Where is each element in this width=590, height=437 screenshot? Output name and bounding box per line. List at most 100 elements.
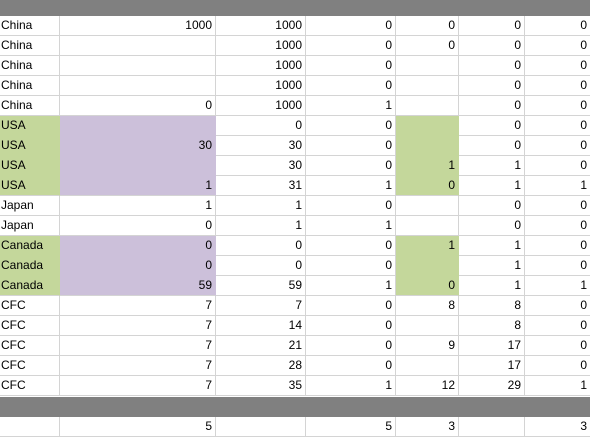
value-cell[interactable]: 12 <box>396 376 459 396</box>
value-cell[interactable]: 8 <box>459 316 525 336</box>
value-cell[interactable]: 0 <box>459 76 525 96</box>
value-cell[interactable]: 1 <box>459 256 525 276</box>
value-cell[interactable]: 0 <box>60 216 216 236</box>
country-cell[interactable]: Canada <box>0 256 60 276</box>
value-cell[interactable]: 0 <box>525 216 590 236</box>
value-cell[interactable] <box>396 316 459 336</box>
value-cell[interactable]: 0 <box>60 96 216 116</box>
total-cell[interactable]: 5 <box>60 417 216 437</box>
value-cell[interactable]: 0 <box>306 316 396 336</box>
country-cell[interactable]: USA <box>0 176 60 196</box>
value-cell[interactable]: 0 <box>306 196 396 216</box>
country-cell[interactable]: CFC <box>0 316 60 336</box>
country-cell[interactable]: CFC <box>0 296 60 316</box>
value-cell[interactable] <box>396 56 459 76</box>
value-cell[interactable]: 9 <box>396 336 459 356</box>
value-cell[interactable]: 1 <box>396 236 459 256</box>
value-cell[interactable]: 0 <box>459 136 525 156</box>
value-cell[interactable]: 7 <box>60 356 216 376</box>
value-cell[interactable]: 0 <box>306 336 396 356</box>
value-cell[interactable]: 1 <box>306 96 396 116</box>
country-cell[interactable]: USA <box>0 136 60 156</box>
country-cell[interactable]: CFC <box>0 356 60 376</box>
value-cell[interactable]: 7 <box>60 336 216 356</box>
value-cell[interactable]: 59 <box>216 276 306 296</box>
value-cell[interactable] <box>396 196 459 216</box>
country-cell[interactable]: Japan <box>0 216 60 236</box>
value-cell[interactable]: 0 <box>459 96 525 116</box>
value-cell[interactable] <box>60 76 216 96</box>
value-cell[interactable]: 0 <box>216 256 306 276</box>
value-cell[interactable]: 1 <box>459 176 525 196</box>
value-cell[interactable] <box>60 56 216 76</box>
total-cell[interactable]: 3 <box>525 417 590 437</box>
value-cell[interactable]: 0 <box>525 236 590 256</box>
value-cell[interactable]: 1 <box>306 176 396 196</box>
value-cell[interactable]: 0 <box>60 256 216 276</box>
value-cell[interactable] <box>396 96 459 116</box>
value-cell[interactable]: 0 <box>216 236 306 256</box>
value-cell[interactable]: 0 <box>525 56 590 76</box>
value-cell[interactable]: 1000 <box>216 16 306 36</box>
value-cell[interactable]: 0 <box>306 356 396 376</box>
country-cell[interactable]: CFC <box>0 336 60 356</box>
value-cell[interactable]: 0 <box>60 236 216 256</box>
value-cell[interactable] <box>60 116 216 136</box>
value-cell[interactable] <box>396 256 459 276</box>
value-cell[interactable]: 0 <box>525 136 590 156</box>
value-cell[interactable]: 35 <box>216 376 306 396</box>
value-cell[interactable]: 0 <box>525 16 590 36</box>
value-cell[interactable]: 1 <box>306 376 396 396</box>
value-cell[interactable]: 1000 <box>216 76 306 96</box>
value-cell[interactable]: 0 <box>459 216 525 236</box>
value-cell[interactable]: 1 <box>216 196 306 216</box>
value-cell[interactable] <box>60 156 216 176</box>
value-cell[interactable]: 0 <box>396 36 459 56</box>
value-cell[interactable]: 7 <box>60 316 216 336</box>
value-cell[interactable]: 0 <box>459 16 525 36</box>
value-cell[interactable]: 0 <box>306 136 396 156</box>
value-cell[interactable]: 17 <box>459 336 525 356</box>
value-cell[interactable]: 0 <box>525 296 590 316</box>
value-cell[interactable]: 0 <box>306 16 396 36</box>
value-cell[interactable]: 0 <box>216 116 306 136</box>
total-cell[interactable]: 5 <box>306 417 396 437</box>
value-cell[interactable]: 1 <box>306 276 396 296</box>
value-cell[interactable]: 17 <box>459 356 525 376</box>
value-cell[interactable]: 1000 <box>216 96 306 116</box>
value-cell[interactable]: 0 <box>306 236 396 256</box>
value-cell[interactable]: 0 <box>525 76 590 96</box>
value-cell[interactable]: 0 <box>306 116 396 136</box>
value-cell[interactable]: 1 <box>459 156 525 176</box>
value-cell[interactable] <box>396 216 459 236</box>
country-cell[interactable]: Canada <box>0 236 60 256</box>
value-cell[interactable]: 0 <box>525 316 590 336</box>
value-cell[interactable]: 1 <box>216 216 306 236</box>
total-cell[interactable]: 3 <box>396 417 459 437</box>
value-cell[interactable]: 0 <box>525 96 590 116</box>
country-cell[interactable]: Japan <box>0 196 60 216</box>
value-cell[interactable]: 0 <box>525 36 590 56</box>
value-cell[interactable]: 1 <box>60 196 216 216</box>
value-cell[interactable]: 0 <box>459 36 525 56</box>
value-cell[interactable]: 1 <box>459 236 525 256</box>
value-cell[interactable]: 7 <box>60 296 216 316</box>
value-cell[interactable]: 0 <box>306 76 396 96</box>
value-cell[interactable]: 1 <box>60 176 216 196</box>
value-cell[interactable]: 59 <box>60 276 216 296</box>
value-cell[interactable] <box>396 76 459 96</box>
value-cell[interactable]: 0 <box>525 256 590 276</box>
value-cell[interactable]: 0 <box>459 116 525 136</box>
country-cell[interactable]: China <box>0 96 60 116</box>
value-cell[interactable]: 7 <box>216 296 306 316</box>
value-cell[interactable]: 0 <box>525 336 590 356</box>
country-cell[interactable]: CFC <box>0 376 60 396</box>
value-cell[interactable]: 0 <box>396 176 459 196</box>
value-cell[interactable]: 1 <box>525 176 590 196</box>
country-cell[interactable]: China <box>0 16 60 36</box>
country-cell[interactable]: USA <box>0 116 60 136</box>
value-cell[interactable] <box>60 36 216 56</box>
value-cell[interactable]: 0 <box>525 156 590 176</box>
country-cell[interactable]: China <box>0 36 60 56</box>
value-cell[interactable]: 0 <box>396 276 459 296</box>
